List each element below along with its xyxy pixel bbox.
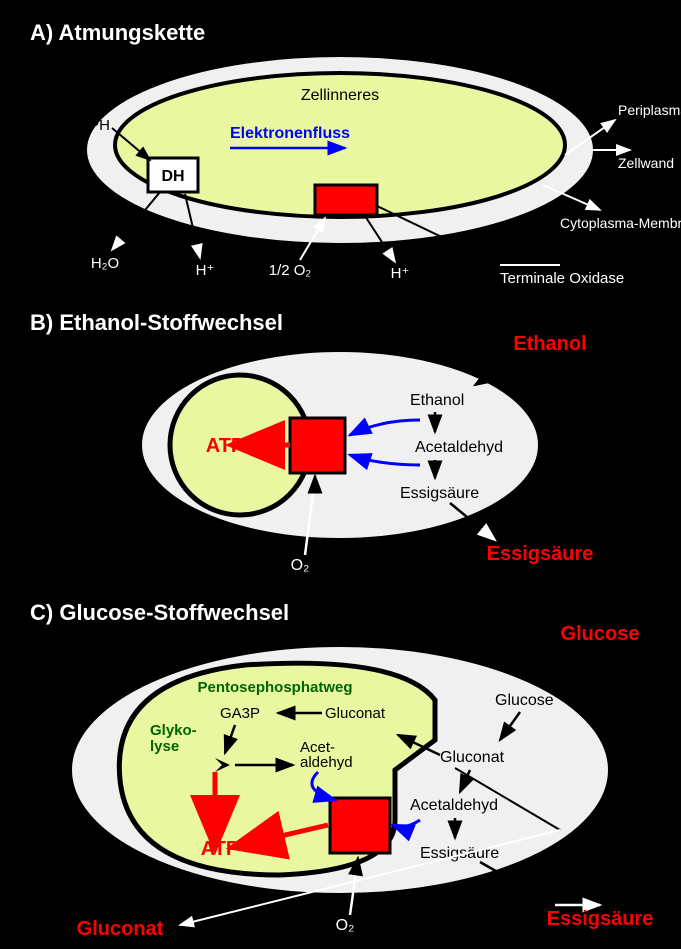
a-terminal-label: Terminale Oxidase <box>500 270 624 287</box>
c-atp: ATP <box>201 838 240 860</box>
diagram-svg: A) Atmungskette Zellinneres Elektronenfl… <box>0 0 681 944</box>
a-dh-label: DH <box>161 168 184 185</box>
c-ga3p: GA3P <box>220 705 260 722</box>
c-acetaldehyd-out: Acetaldehyd <box>410 797 498 814</box>
a-elektronenfluss: Elektronenfluss <box>230 125 350 142</box>
c-gluconat-out: Gluconat <box>440 749 505 766</box>
c-o2: O₂ <box>336 917 355 934</box>
b-title: B) Ethanol-Stoffwechsel <box>30 310 283 335</box>
a-cytoplasma: Cytoplasma-Membran <box>560 215 681 231</box>
c-red-box <box>330 798 390 853</box>
a-nadph: NADPH <box>57 117 110 134</box>
b-ethanol: Ethanol <box>410 392 464 409</box>
c-title: C) Glucose-Stoffwechsel <box>30 600 289 625</box>
c-glucose: Glucose <box>495 692 554 709</box>
b-ethanol-in-arrow <box>475 360 515 385</box>
b-essigsaure-bottom: Essigsäure <box>487 543 594 565</box>
b-atp: ATP <box>206 435 245 457</box>
c-essigsaure-bottom: Essigsäure <box>547 908 654 930</box>
a-h-left: H⁺ <box>196 262 215 279</box>
a-zellinneres: Zellinneres <box>301 87 379 104</box>
b-o2: O₂ <box>291 557 310 574</box>
c-glucose-in-arrow <box>545 648 575 680</box>
a-half-o2: 1/2 O₂ <box>269 262 312 279</box>
c-glucose-top: Glucose <box>561 623 640 645</box>
b-acetaldehyd: Acetaldehyd <box>415 439 503 456</box>
a-terminal-oxidase-box <box>315 185 377 215</box>
a-h2o: H₂O <box>91 255 119 272</box>
a-zellwand: Zellwand <box>618 155 674 171</box>
c-gluconat-bottom: Gluconat <box>77 918 164 940</box>
b-ethanol-top: Ethanol <box>513 333 586 355</box>
a-periplasma: Periplasma <box>618 102 681 118</box>
c-gluconat-in: Gluconat <box>325 705 386 722</box>
b-red-box <box>290 418 345 473</box>
a-h-right: H⁺ <box>391 265 410 282</box>
diagram-root: A) Atmungskette Zellinneres Elektronenfl… <box>0 0 681 944</box>
c-pentose: Pentosephosphatweg <box>197 679 352 696</box>
a-title: A) Atmungskette <box>30 20 205 45</box>
b-essigsaure: Essigsäure <box>400 485 479 502</box>
c-essig-out1 <box>480 862 555 905</box>
